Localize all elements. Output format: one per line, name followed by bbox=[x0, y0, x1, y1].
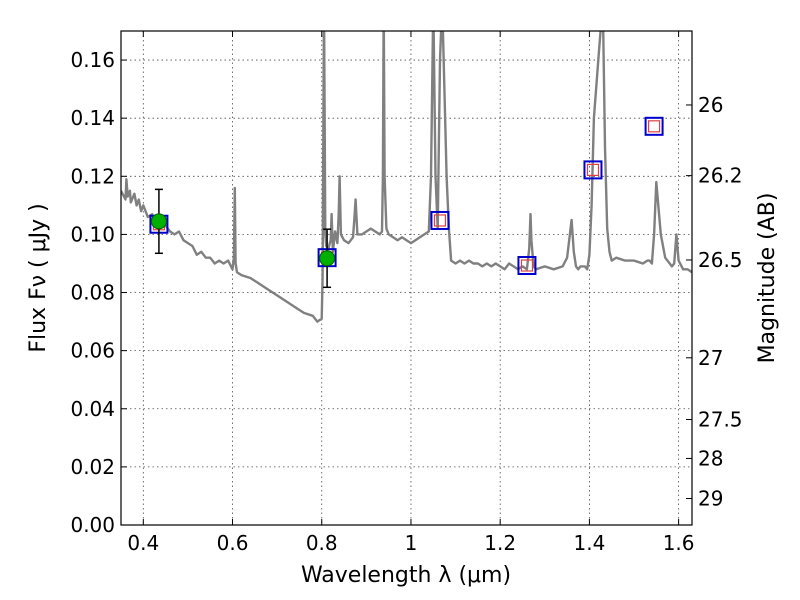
x-tick-label: 0.6 bbox=[217, 531, 249, 555]
y-tick-label: 0.02 bbox=[70, 455, 115, 479]
mag-tick-label: 27.5 bbox=[698, 407, 743, 431]
observed-point bbox=[150, 213, 167, 230]
model-point-inner bbox=[520, 259, 534, 272]
y-tick-label: 0.16 bbox=[70, 48, 115, 72]
y-tick-label: 0.00 bbox=[70, 513, 115, 537]
y-axis-right-label: Magnitude (AB) bbox=[755, 193, 780, 364]
x-tick-label: 1.2 bbox=[484, 531, 516, 555]
x-tick-label: 1.6 bbox=[663, 531, 695, 555]
x-tick-label: 0.8 bbox=[306, 531, 338, 555]
model-point-inner bbox=[586, 163, 600, 177]
model-point-inner bbox=[647, 120, 661, 133]
y-tick-label: 0.04 bbox=[70, 397, 115, 421]
mag-tick-label: 26 bbox=[698, 93, 723, 117]
x-tick-label: 1 bbox=[405, 531, 418, 555]
x-tick-label: 0.4 bbox=[127, 531, 159, 555]
x-tick-label: 1.4 bbox=[573, 531, 605, 555]
x-axis-label: Wavelength λ (μm) bbox=[301, 563, 511, 588]
tick-layer: 0.4 0.6 0.8 1 1.2 1.4 1.6 0.00 0.02 0.04 0.06 0.08 0… bbox=[70, 31, 743, 555]
mag-tick-label: 26.2 bbox=[698, 164, 743, 188]
model-point-box bbox=[430, 210, 450, 230]
y-tick-label: 0.08 bbox=[70, 281, 115, 305]
mag-tick-label: 28 bbox=[698, 446, 723, 470]
grid-layer bbox=[121, 31, 692, 526]
spectrum-layer bbox=[121, 31, 692, 323]
y-tick-label: 0.12 bbox=[70, 164, 115, 188]
mag-tick-label: 29 bbox=[698, 486, 723, 510]
model-point-box bbox=[517, 256, 537, 276]
model-spectrum-line bbox=[121, 31, 692, 323]
plot-frame bbox=[120, 30, 693, 526]
mag-tick-label: 26.5 bbox=[698, 248, 743, 272]
observed-point bbox=[319, 250, 336, 267]
y-axis-label: Flux Fν ( μJy ) bbox=[26, 203, 51, 352]
mag-tick-label: 27 bbox=[698, 346, 723, 370]
model-point-inner bbox=[433, 214, 447, 227]
y-tick-label: 0.06 bbox=[70, 339, 115, 363]
model-point-box bbox=[644, 116, 664, 136]
y-tick-label: 0.14 bbox=[70, 106, 115, 130]
points-layer bbox=[149, 116, 664, 289]
model-point-box bbox=[583, 160, 603, 180]
y-tick-label: 0.10 bbox=[70, 222, 115, 246]
